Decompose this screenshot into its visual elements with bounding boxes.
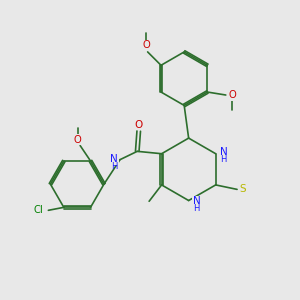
Text: O: O: [135, 120, 143, 130]
Text: O: O: [228, 90, 236, 100]
Text: S: S: [239, 184, 246, 194]
Text: O: O: [74, 135, 82, 145]
Text: H: H: [220, 155, 227, 164]
Text: N: N: [220, 147, 228, 157]
Text: N: N: [110, 154, 118, 164]
Text: H: H: [111, 162, 117, 171]
Text: H: H: [194, 204, 200, 213]
Text: N: N: [193, 196, 200, 206]
Text: Cl: Cl: [34, 205, 44, 215]
Text: O: O: [142, 40, 150, 50]
